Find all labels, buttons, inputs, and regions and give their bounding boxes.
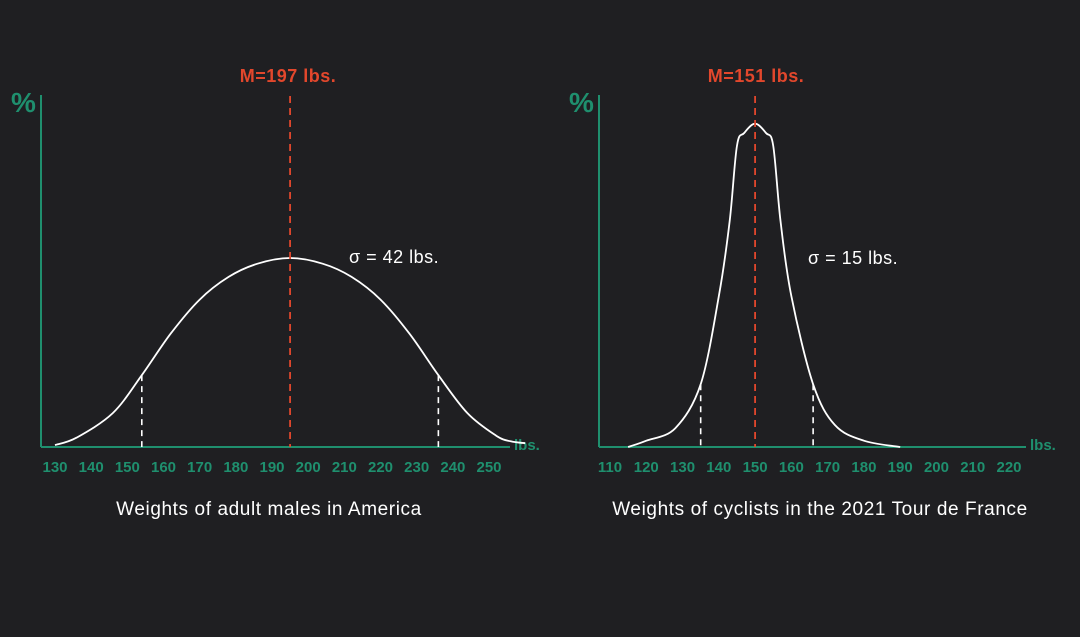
chart-1-x-unit-label: lbs.: [514, 437, 540, 454]
chart-2-caption: Weights of cyclists in the 2021 Tour de …: [612, 499, 1028, 520]
chart-2-y-axis-symbol: %: [569, 87, 594, 118]
chart-2-tick-label: 170: [815, 459, 840, 476]
chart-1-tick-label: 240: [440, 459, 465, 476]
chart-1-tick-label: 190: [259, 459, 284, 476]
chart-2-x-unit-label: lbs.: [1030, 437, 1056, 454]
chart-1-tick-label: 170: [187, 459, 212, 476]
chart-2-distribution-curve: [627, 122, 901, 448]
chart-1-y-axis-symbol: %: [11, 87, 36, 118]
chart-2-tick-label: 140: [706, 459, 731, 476]
chart-2-mean-label: M=151 lbs.: [708, 66, 805, 86]
chart-1-tick-label: 140: [79, 459, 104, 476]
chart-1-tick-label: 200: [296, 459, 321, 476]
chart-2-tick-label: 110: [598, 459, 622, 476]
chart-1-tick-label: 230: [404, 459, 429, 476]
chart-2-tick-label: 160: [779, 459, 804, 476]
chart-1-distribution-curve: [54, 257, 526, 446]
chart-1-tick-label: 250: [476, 459, 501, 476]
chart-2-tick-label: 130: [670, 459, 695, 476]
chart-1-tick-label: 160: [151, 459, 176, 476]
chart-1-tick-label: 210: [332, 459, 357, 476]
chart-2-tick-label: 150: [743, 459, 768, 476]
chart-1-tick-label: 180: [223, 459, 248, 476]
chart-1-tick-label: 130: [42, 459, 67, 476]
chart-1-caption: Weights of adult males in America: [116, 499, 422, 520]
chart-1-sigma-label: σ = 42 lbs.: [349, 247, 439, 267]
chart-1-mean-label: M=197 lbs.: [240, 66, 337, 86]
chart-2-sigma-label: σ = 15 lbs.: [808, 248, 898, 268]
chart-2-tick-label: 220: [996, 459, 1021, 476]
chart-2-tick-label: 180: [851, 459, 876, 476]
chart-1-tick-label: 220: [368, 459, 393, 476]
chart-2-tick-label: 200: [924, 459, 949, 476]
chart-1-tick-label: 150: [115, 459, 140, 476]
chart-2-tick-label: 120: [634, 459, 659, 476]
chart-2-tick-label: 210: [960, 459, 985, 476]
chart-2-tick-label: 190: [888, 459, 913, 476]
